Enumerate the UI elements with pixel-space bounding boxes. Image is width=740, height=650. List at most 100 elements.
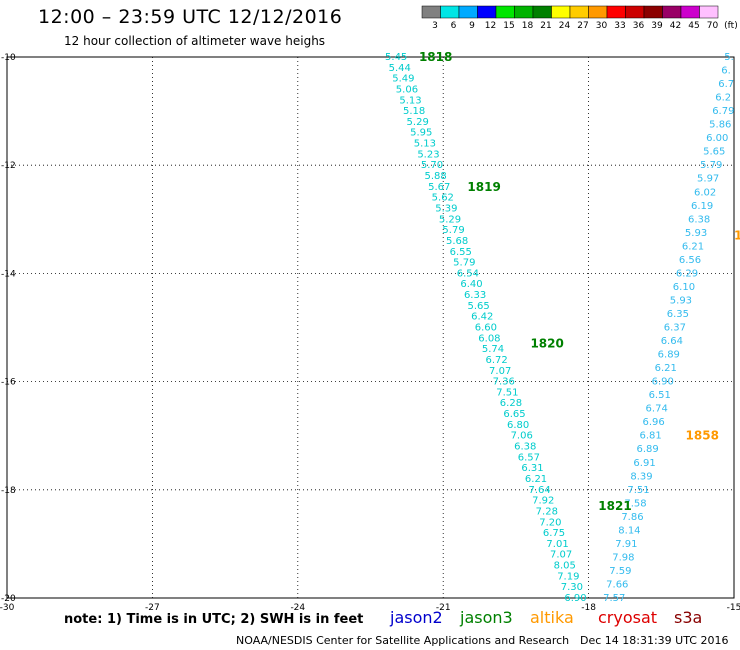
swh-value-altika: 6.74	[646, 404, 668, 415]
swh-value-jason3: 5.70	[421, 160, 443, 171]
swh-value-altika: 5.93	[670, 295, 692, 306]
colorbar-swatch	[421, 5, 441, 19]
swh-value-altika: 7.51	[627, 485, 649, 496]
colorbar-label: 39	[651, 21, 663, 31]
legend-jason3: jason3	[460, 608, 513, 627]
colorbar-swatch	[606, 5, 626, 19]
colorbar-label: 6	[451, 21, 457, 31]
swh-value-altika: 7.98	[612, 552, 634, 563]
colorbar-label: 30	[596, 21, 608, 31]
swh-value-altika: 6.51	[649, 390, 671, 401]
y-tick-label: -10	[1, 53, 16, 63]
swh-value-jason3: 5.79	[442, 225, 464, 236]
colorbar-label: 36	[633, 21, 645, 31]
swh-value-altika: 6.89	[636, 444, 658, 455]
chart-title: 12:00 – 23:59 UTC 12/12/2016	[38, 6, 343, 28]
swh-value-jason3: 6.08	[478, 333, 500, 344]
swh-value-altika: 6.96	[643, 417, 665, 428]
swh-value-altika: 6.21	[682, 241, 704, 252]
legend-cryosat: cryosat	[598, 608, 658, 627]
colorbar-label: 12	[485, 21, 496, 31]
colorbar-swatch	[495, 5, 515, 19]
colorbar-swatch	[532, 5, 552, 19]
swh-value-altika: 5.97	[697, 174, 719, 185]
swh-value-jason3: 5.79	[453, 258, 475, 269]
swh-value-jason3: 5.44	[389, 63, 411, 74]
swh-value-jason3: 7.30	[561, 582, 583, 593]
swh-value-altika: 6.64	[661, 336, 683, 347]
colorbar-swatch	[551, 5, 571, 19]
colorbar-swatch	[662, 5, 682, 19]
chart-subtitle: 12 hour collection of altimeter wave hei…	[64, 34, 326, 48]
swh-value-altika: 8.39	[630, 471, 652, 482]
swh-value-jason3: 6.28	[500, 398, 522, 409]
swh-value-jason3: 5.18	[403, 106, 425, 117]
swh-value-jason3: 7.92	[532, 496, 554, 507]
y-tick-label: -14	[1, 269, 16, 279]
swh-value-jason3: 6.90	[564, 593, 586, 604]
swh-value-jason3: 5.13	[399, 95, 421, 106]
swh-value-altika: 6.7	[718, 79, 734, 90]
colorbar-swatch	[680, 5, 700, 19]
pass-label: 1819	[467, 180, 500, 194]
swh-value-jason3: 7.28	[536, 506, 558, 517]
colorbar-label: 70	[707, 21, 719, 31]
swh-value-altika: 7.58	[624, 498, 646, 509]
swh-value-altika: 6.29	[676, 268, 698, 279]
y-tick-label: -16	[1, 378, 16, 388]
colorbar-label: 45	[688, 21, 699, 31]
pass-label: 1821	[598, 499, 631, 513]
pass-label: 1818	[419, 50, 452, 64]
swh-value-jason3: 5.49	[392, 74, 414, 85]
x-tick-label: -30	[0, 603, 15, 613]
swh-value-jason3: 5.45	[385, 52, 407, 63]
swh-value-jason3: 7.36	[493, 377, 515, 388]
swh-value-jason3: 6.60	[475, 323, 497, 334]
swh-value-jason3: 6.80	[507, 420, 529, 431]
swh-value-altika: 6.02	[694, 187, 716, 198]
legend-altika: altika	[530, 608, 574, 627]
swh-value-altika: 6.89	[658, 350, 680, 361]
swh-value-jason3: 5.88	[424, 171, 446, 182]
swh-value-jason3: 7.20	[539, 517, 561, 528]
colorbar-swatch	[477, 5, 497, 19]
colorbar-label: 42	[670, 21, 681, 31]
swh-value-jason3: 6.40	[460, 279, 482, 290]
swh-value-jason3: 5.95	[410, 128, 432, 139]
swh-value-jason3: 7.51	[496, 387, 518, 398]
swh-value-jason3: 5.29	[407, 117, 429, 128]
colorbar-swatch	[458, 5, 478, 19]
colorbar-swatch	[588, 5, 608, 19]
swh-value-altika: 6.81	[639, 431, 661, 442]
swh-value-altika: 5.65	[703, 147, 725, 158]
swh-value-jason3: 6.54	[457, 268, 479, 279]
swh-value-altika: 6.38	[688, 214, 710, 225]
colorbar-label: (ft)	[724, 21, 738, 31]
swh-value-jason3: 5.68	[446, 236, 468, 247]
colorbar-swatch	[643, 5, 663, 19]
swh-value-altika: 7.91	[615, 539, 637, 550]
x-tick-label: -18	[581, 603, 596, 613]
swh-value-altika: 6.79	[712, 106, 734, 117]
swh-value-altika: 6.37	[664, 323, 686, 334]
pass-label: 1858	[686, 429, 719, 443]
swh-value-jason3: 6.55	[450, 247, 472, 258]
pass-label: 1820	[530, 337, 563, 351]
swh-value-jason3: 5.29	[439, 214, 461, 225]
swh-value-altika: 6.90	[652, 377, 674, 388]
footer-timestamp: Dec 14 18:31:39 UTC 2016	[580, 634, 729, 647]
swh-value-altika: 7.86	[621, 512, 643, 523]
swh-value-jason3: 6.21	[525, 474, 547, 485]
swh-value-jason3: 6.65	[503, 409, 525, 420]
swh-value-jason3: 5.39	[435, 203, 457, 214]
colorbar-label: 24	[559, 21, 571, 31]
colorbar-swatch	[440, 5, 460, 19]
swh-value-altika: 6.91	[633, 458, 655, 469]
colorbar-label: 18	[522, 21, 534, 31]
swh-value-jason3: 7.07	[550, 550, 572, 561]
x-tick-label: -24	[290, 603, 305, 613]
swh-value-jason3: 7.07	[489, 366, 511, 377]
x-tick-label: -15	[727, 603, 740, 613]
pass-label: 18	[734, 229, 740, 243]
y-tick-label: -20	[1, 594, 16, 604]
